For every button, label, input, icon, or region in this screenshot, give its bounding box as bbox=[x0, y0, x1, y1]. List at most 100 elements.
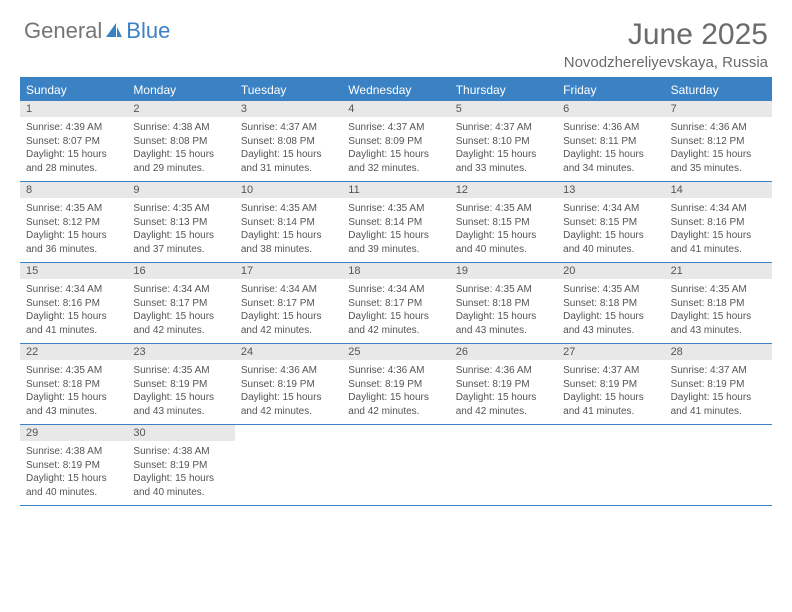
day-line: and 42 minutes. bbox=[348, 405, 443, 419]
day-cell: 6Sunrise: 4:36 AMSunset: 8:11 PMDaylight… bbox=[557, 101, 664, 181]
day-line: Sunrise: 4:36 AM bbox=[348, 364, 443, 378]
day-line: Daylight: 15 hours bbox=[456, 148, 551, 162]
day-number: 17 bbox=[235, 263, 342, 279]
day-line: Daylight: 15 hours bbox=[563, 229, 658, 243]
day-line: Sunrise: 4:35 AM bbox=[26, 364, 121, 378]
day-body: Sunrise: 4:34 AMSunset: 8:17 PMDaylight:… bbox=[342, 279, 449, 343]
day-line: and 39 minutes. bbox=[348, 243, 443, 257]
day-line: Daylight: 15 hours bbox=[26, 310, 121, 324]
day-cell: 24Sunrise: 4:36 AMSunset: 8:19 PMDayligh… bbox=[235, 344, 342, 424]
day-number: 26 bbox=[450, 344, 557, 360]
day-cell: 11Sunrise: 4:35 AMSunset: 8:14 PMDayligh… bbox=[342, 182, 449, 262]
day-cell: 23Sunrise: 4:35 AMSunset: 8:19 PMDayligh… bbox=[127, 344, 234, 424]
day-body: Sunrise: 4:37 AMSunset: 8:10 PMDaylight:… bbox=[450, 117, 557, 181]
day-line: Sunset: 8:19 PM bbox=[26, 459, 121, 473]
week-row: 29Sunrise: 4:38 AMSunset: 8:19 PMDayligh… bbox=[20, 425, 772, 506]
day-line: and 41 minutes. bbox=[563, 405, 658, 419]
day-body: Sunrise: 4:35 AMSunset: 8:18 PMDaylight:… bbox=[20, 360, 127, 424]
day-line: and 43 minutes. bbox=[456, 324, 551, 338]
day-cell: 29Sunrise: 4:38 AMSunset: 8:19 PMDayligh… bbox=[20, 425, 127, 505]
header: General Blue June 2025 Novodzhereliyevsk… bbox=[0, 0, 792, 77]
day-line: and 40 minutes. bbox=[133, 486, 228, 500]
day-of-week-header: SundayMondayTuesdayWednesdayThursdayFrid… bbox=[20, 79, 772, 101]
day-cell: . bbox=[450, 425, 557, 505]
day-line: Sunrise: 4:35 AM bbox=[26, 202, 121, 216]
day-cell: 12Sunrise: 4:35 AMSunset: 8:15 PMDayligh… bbox=[450, 182, 557, 262]
day-line: Sunrise: 4:37 AM bbox=[348, 121, 443, 135]
day-line: Daylight: 15 hours bbox=[241, 391, 336, 405]
day-line: Sunset: 8:17 PM bbox=[241, 297, 336, 311]
day-line: Daylight: 15 hours bbox=[241, 310, 336, 324]
day-line: and 33 minutes. bbox=[456, 162, 551, 176]
day-number: 28 bbox=[665, 344, 772, 360]
day-line: Daylight: 15 hours bbox=[133, 391, 228, 405]
day-line: and 43 minutes. bbox=[563, 324, 658, 338]
day-cell: 17Sunrise: 4:34 AMSunset: 8:17 PMDayligh… bbox=[235, 263, 342, 343]
day-line: Sunset: 8:14 PM bbox=[241, 216, 336, 230]
day-line: Sunrise: 4:35 AM bbox=[671, 283, 766, 297]
day-cell: 10Sunrise: 4:35 AMSunset: 8:14 PMDayligh… bbox=[235, 182, 342, 262]
day-number: 20 bbox=[557, 263, 664, 279]
day-number: 15 bbox=[20, 263, 127, 279]
day-line: and 37 minutes. bbox=[133, 243, 228, 257]
day-number: 18 bbox=[342, 263, 449, 279]
day-line: Sunset: 8:07 PM bbox=[26, 135, 121, 149]
day-line: and 43 minutes. bbox=[133, 405, 228, 419]
day-cell: 3Sunrise: 4:37 AMSunset: 8:08 PMDaylight… bbox=[235, 101, 342, 181]
title-block: June 2025 Novodzhereliyevskaya, Russia bbox=[564, 18, 768, 71]
day-body: Sunrise: 4:38 AMSunset: 8:08 PMDaylight:… bbox=[127, 117, 234, 181]
day-line: and 41 minutes. bbox=[26, 324, 121, 338]
day-line: and 40 minutes. bbox=[563, 243, 658, 257]
day-body: Sunrise: 4:36 AMSunset: 8:11 PMDaylight:… bbox=[557, 117, 664, 181]
day-number: 13 bbox=[557, 182, 664, 198]
day-line: Sunset: 8:18 PM bbox=[456, 297, 551, 311]
day-line: Daylight: 15 hours bbox=[456, 229, 551, 243]
day-line: Sunrise: 4:36 AM bbox=[456, 364, 551, 378]
day-line: Daylight: 15 hours bbox=[241, 229, 336, 243]
day-line: Sunset: 8:19 PM bbox=[241, 378, 336, 392]
day-number: 8 bbox=[20, 182, 127, 198]
day-number: 27 bbox=[557, 344, 664, 360]
day-line: and 42 minutes. bbox=[241, 405, 336, 419]
day-body: Sunrise: 4:36 AMSunset: 8:19 PMDaylight:… bbox=[342, 360, 449, 424]
day-line: and 40 minutes. bbox=[26, 486, 121, 500]
day-line: Daylight: 15 hours bbox=[26, 229, 121, 243]
day-line: and 32 minutes. bbox=[348, 162, 443, 176]
day-number: 2 bbox=[127, 101, 234, 117]
day-cell: 16Sunrise: 4:34 AMSunset: 8:17 PMDayligh… bbox=[127, 263, 234, 343]
day-body: Sunrise: 4:36 AMSunset: 8:19 PMDaylight:… bbox=[450, 360, 557, 424]
day-number: 5 bbox=[450, 101, 557, 117]
dow-cell: Monday bbox=[127, 79, 234, 101]
day-line: Sunset: 8:12 PM bbox=[671, 135, 766, 149]
day-number: 7 bbox=[665, 101, 772, 117]
day-line: Sunset: 8:19 PM bbox=[563, 378, 658, 392]
day-body: Sunrise: 4:34 AMSunset: 8:16 PMDaylight:… bbox=[20, 279, 127, 343]
day-body: Sunrise: 4:35 AMSunset: 8:12 PMDaylight:… bbox=[20, 198, 127, 262]
day-line: Sunrise: 4:35 AM bbox=[133, 364, 228, 378]
day-body: Sunrise: 4:35 AMSunset: 8:14 PMDaylight:… bbox=[235, 198, 342, 262]
dow-cell: Wednesday bbox=[342, 79, 449, 101]
day-number: 25 bbox=[342, 344, 449, 360]
day-number: 23 bbox=[127, 344, 234, 360]
day-number: 21 bbox=[665, 263, 772, 279]
day-line: Sunrise: 4:35 AM bbox=[563, 283, 658, 297]
day-body: Sunrise: 4:34 AMSunset: 8:17 PMDaylight:… bbox=[235, 279, 342, 343]
day-cell: 28Sunrise: 4:37 AMSunset: 8:19 PMDayligh… bbox=[665, 344, 772, 424]
day-cell: 30Sunrise: 4:38 AMSunset: 8:19 PMDayligh… bbox=[127, 425, 234, 505]
day-line: Sunrise: 4:34 AM bbox=[26, 283, 121, 297]
dow-cell: Thursday bbox=[450, 79, 557, 101]
day-line: Sunrise: 4:37 AM bbox=[241, 121, 336, 135]
day-body: Sunrise: 4:35 AMSunset: 8:18 PMDaylight:… bbox=[450, 279, 557, 343]
day-number: 10 bbox=[235, 182, 342, 198]
day-line: Daylight: 15 hours bbox=[26, 148, 121, 162]
day-cell: 27Sunrise: 4:37 AMSunset: 8:19 PMDayligh… bbox=[557, 344, 664, 424]
dow-cell: Tuesday bbox=[235, 79, 342, 101]
week-row: 22Sunrise: 4:35 AMSunset: 8:18 PMDayligh… bbox=[20, 344, 772, 425]
day-body: Sunrise: 4:34 AMSunset: 8:16 PMDaylight:… bbox=[665, 198, 772, 262]
logo-text-blue: Blue bbox=[126, 18, 170, 44]
day-line: Sunrise: 4:37 AM bbox=[671, 364, 766, 378]
day-line: and 42 minutes. bbox=[241, 324, 336, 338]
day-line: Daylight: 15 hours bbox=[563, 391, 658, 405]
day-cell: 19Sunrise: 4:35 AMSunset: 8:18 PMDayligh… bbox=[450, 263, 557, 343]
day-number: 11 bbox=[342, 182, 449, 198]
